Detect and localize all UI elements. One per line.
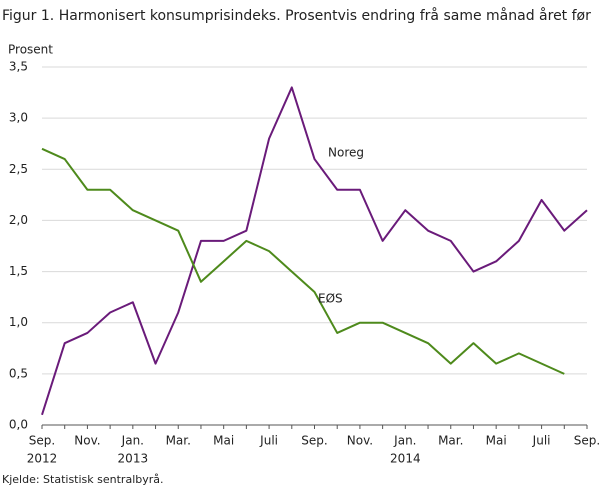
series-label: Noreg [328,146,364,160]
y-tick-label: 1,0 [9,315,28,329]
x-tick-year: 2014 [390,452,421,466]
x-tick-label: Nov. [347,434,373,448]
x-tick-label: Juli [532,434,551,448]
x-tick-label: Mai [486,434,507,448]
y-tick-label: 3,0 [9,111,28,125]
x-tick-label: Mar. [166,434,191,448]
y-tick-label: 2,5 [9,162,28,176]
series-line [41,86,588,416]
series-line [41,147,565,375]
y-tick-label: 1,5 [9,264,28,278]
y-tick-label: 0,0 [9,418,28,432]
series-label: EØS [318,292,343,306]
x-tick-label: Jan. [393,434,416,448]
y-tick-label: 2,0 [9,213,28,227]
source: Kjelde: Statistisk sentralbyrå. [2,473,164,486]
x-tick-year: 2013 [118,452,149,466]
chart-title: Figur 1. Harmonisert konsumprisindeks. P… [2,7,591,24]
y-tick-label: 3,5 [9,60,28,74]
x-tick-year: 2012 [27,452,58,466]
y-tick-label: 0,5 [9,366,28,380]
x-tick-label: Sep. [29,434,55,448]
x-tick-label: Nov. [74,434,100,448]
x-tick-label: Mar. [438,434,463,448]
x-tick-label: Sep. [574,434,600,448]
y-axis-label: Prosent [8,43,53,57]
x-tick-label: Mai [213,434,234,448]
x-tick-label: Juli [259,434,278,448]
x-tick-label: Jan. [121,434,144,448]
x-tick-label: Sep. [301,434,327,448]
